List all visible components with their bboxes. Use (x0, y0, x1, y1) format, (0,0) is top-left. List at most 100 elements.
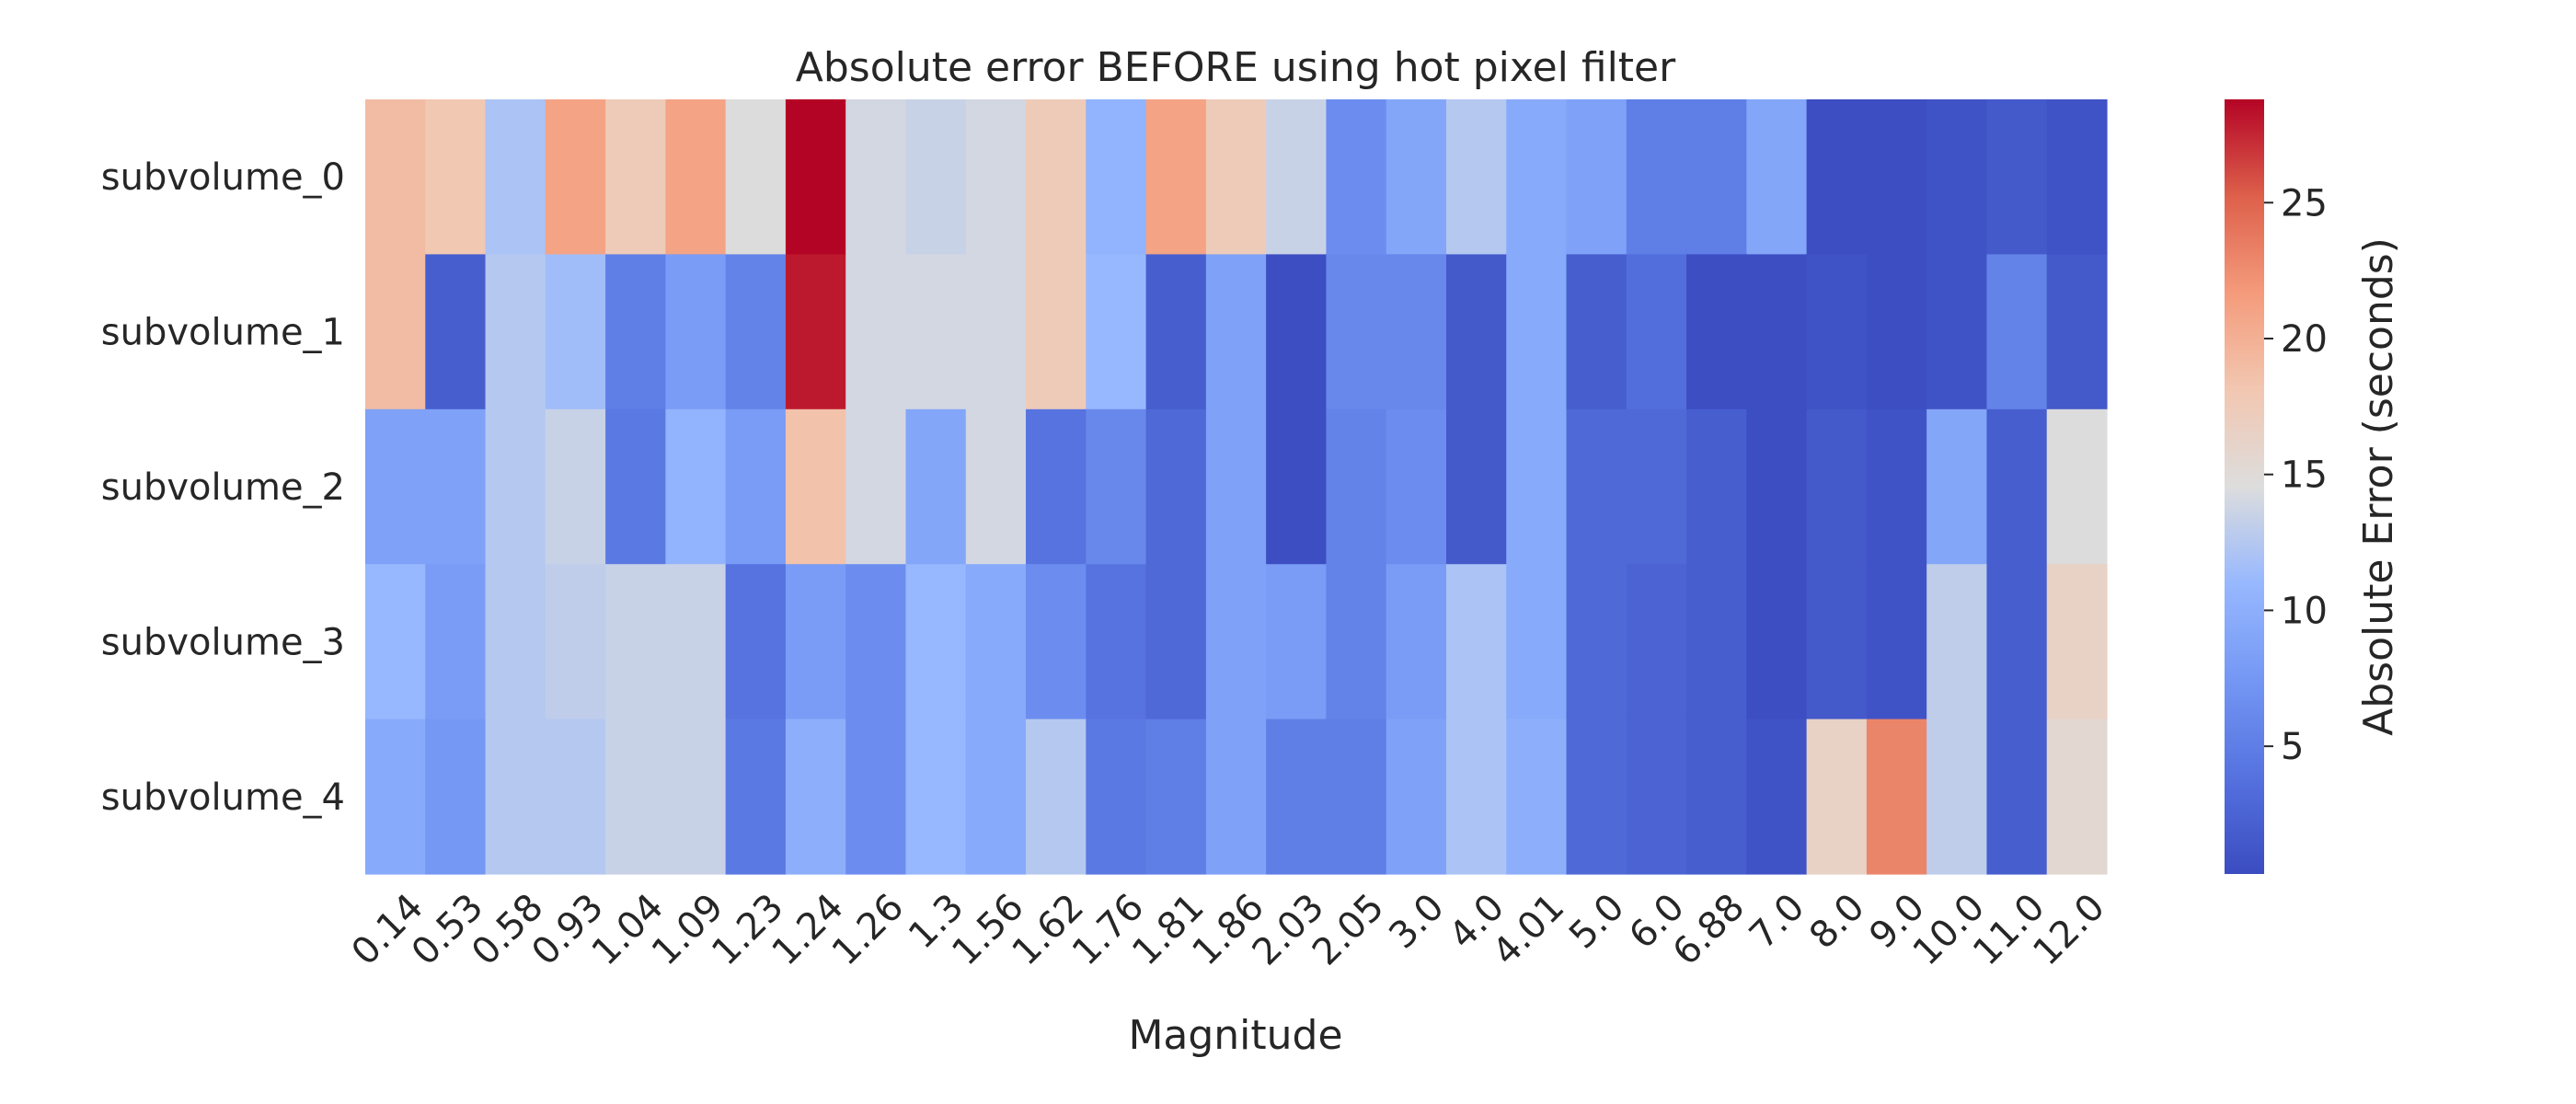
x-tick-label: 1.26 (824, 886, 913, 974)
y-tick-label: subvolume_1 (101, 312, 345, 354)
heatmap-cell (1506, 254, 1568, 410)
y-tick-label: subvolume_0 (101, 156, 345, 199)
heatmap-cell (725, 254, 787, 410)
heatmap-cell (965, 719, 1027, 875)
heatmap-cell (1026, 99, 1087, 255)
heatmap-cell (665, 254, 727, 410)
heatmap-cell (1026, 254, 1087, 410)
heatmap-cell (545, 719, 606, 875)
heatmap-cell (1506, 99, 1568, 255)
heatmap-cell (965, 564, 1027, 720)
heatmap-cell (365, 719, 426, 875)
heatmap-cell (1266, 99, 1328, 255)
heatmap-cell (1866, 719, 1927, 875)
heatmap-cell (1686, 408, 1747, 565)
heatmap-cell (1086, 254, 1147, 410)
colorbar-tick-label: 15 (2281, 454, 2328, 497)
heatmap-cell (1746, 408, 1808, 565)
heatmap-cell (1445, 719, 1507, 875)
heatmap-cell (1866, 99, 1927, 255)
x-tick-labels: 0.140.530.580.931.041.091.231.241.261.31… (344, 886, 2113, 974)
heatmap-cell (1926, 254, 1988, 410)
heatmap-cell (1686, 99, 1747, 255)
heatmap-cell (1626, 564, 1687, 720)
heatmap-cell (1926, 719, 1988, 875)
heatmap-cell (725, 408, 787, 565)
heatmap-cell (1145, 99, 1207, 255)
colorbar-tick-label: 10 (2281, 590, 2328, 632)
heatmap-cell (1086, 408, 1147, 565)
heatmap-cell (1386, 408, 1447, 565)
heatmap-cell (1326, 254, 1387, 410)
heatmap-cell (1445, 408, 1507, 565)
heatmap-cell (1806, 408, 1868, 565)
heatmap-cell (2046, 254, 2108, 410)
heatmap-cell (1926, 99, 1988, 255)
heatmap-cell (845, 408, 907, 565)
heatmap-cell (2046, 564, 2108, 720)
heatmap-cell (905, 564, 967, 720)
y-tick-labels: subvolume_0 subvolume_1 subvolume_2subvolu… (101, 156, 345, 819)
heatmap-cell (1266, 719, 1328, 875)
heatmap-cell (1866, 564, 1927, 720)
heatmap-cells (365, 99, 2108, 875)
heatmap-cell (1566, 564, 1627, 720)
x-tick-label: 12.0 (2025, 886, 2113, 974)
heatmap-cell (1445, 99, 1507, 255)
heatmap-cell (785, 408, 846, 565)
heatmap-cell (1326, 99, 1387, 255)
heatmap-cell (485, 719, 546, 875)
heatmap-cell (1626, 719, 1687, 875)
heatmap-cell (605, 99, 666, 255)
heatmap-cell (1806, 254, 1868, 410)
heatmap-cell (1626, 408, 1687, 565)
y-tick-label: subvolume_3 (101, 621, 345, 663)
heatmap-cell (845, 254, 907, 410)
x-axis-label: Magnitude (1128, 1012, 1342, 1059)
heatmap-cell (545, 254, 606, 410)
heatmap-cell (545, 99, 606, 255)
heatmap-cell (1445, 564, 1507, 720)
heatmap-cell (785, 254, 846, 410)
heatmap-cell (425, 719, 487, 875)
x-tick-label: 2.05 (1305, 886, 1393, 974)
chart-title: Absolute error BEFORE using hot pixel fi… (796, 44, 1676, 91)
heatmap-cell (1086, 99, 1147, 255)
heatmap-cell (1026, 719, 1087, 875)
heatmap-cell (485, 99, 546, 255)
heatmap-cell (365, 564, 426, 720)
heatmap-cell (365, 99, 426, 255)
heatmap-cell (2046, 408, 2108, 565)
heatmap-cell (545, 408, 606, 565)
heatmap-cell (725, 99, 787, 255)
heatmap-cell (425, 254, 487, 410)
heatmap-cell (665, 719, 727, 875)
heatmap-cell (905, 254, 967, 410)
heatmap-cell (1326, 408, 1387, 565)
colorbar-ticks: 5 10 15 20 25 (2264, 182, 2328, 768)
heatmap-cell (905, 99, 967, 255)
heatmap-cell (665, 564, 727, 720)
colorbar (2225, 99, 2264, 874)
colorbar-label: Absolute Error (seconds) (2355, 237, 2402, 736)
heatmap-cell (725, 564, 787, 720)
heatmap-cell (1866, 254, 1927, 410)
heatmap-cell (1746, 254, 1808, 410)
heatmap-cell (1746, 719, 1808, 875)
heatmap-cell (1566, 408, 1627, 565)
heatmap-cell (1205, 99, 1267, 255)
heatmap-cell (1086, 564, 1147, 720)
heatmap-cell (425, 408, 487, 565)
heatmap-cell (1386, 254, 1447, 410)
heatmap-cell (1386, 719, 1447, 875)
heatmap-cell (1205, 254, 1267, 410)
heatmap-cell (845, 99, 907, 255)
heatmap-cell (1866, 408, 1927, 565)
heatmap-cell (1686, 564, 1747, 720)
heatmap-cell (1266, 254, 1328, 410)
y-tick-label: subvolume_4 (101, 776, 345, 819)
heatmap-cell (1566, 99, 1627, 255)
heatmap-cell (485, 254, 546, 410)
heatmap-cell (785, 719, 846, 875)
heatmap-cell (1266, 408, 1328, 565)
